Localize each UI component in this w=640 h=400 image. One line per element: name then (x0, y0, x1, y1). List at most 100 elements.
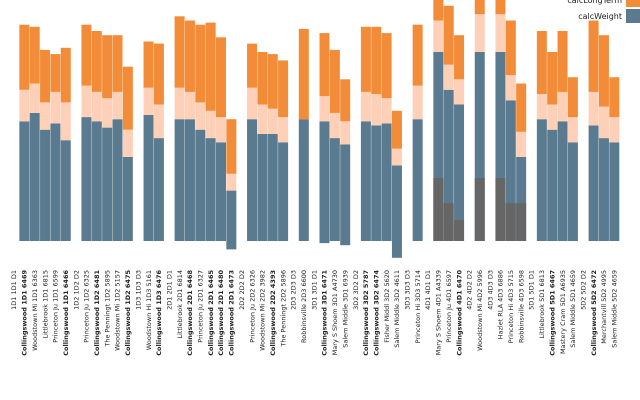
bar-segment-weight (443, 89, 454, 241)
bar-segment-longterm (174, 16, 185, 88)
bar-segment-mid (319, 96, 330, 122)
bar-segment-longterm (216, 37, 226, 118)
bar-segment-weight (102, 127, 113, 241)
bar-segment-weight (184, 119, 195, 241)
bar-segment-longterm (40, 49, 51, 103)
bar-segment-mid (257, 104, 268, 134)
x-tick-label: Collingswood 5D2 6472 (590, 270, 598, 356)
x-tick-label: Salem Middle 5D2 4659 (611, 270, 619, 348)
bar-segment-mid (247, 87, 258, 120)
bar-segment-longterm (184, 20, 195, 92)
x-tick-label: 3D1 3D1 D1 (310, 270, 318, 310)
bar-segment-weight (360, 121, 371, 241)
bar-segment-weight (391, 165, 402, 258)
x-tick-label: Collingswood 3D2 6474 (372, 270, 380, 356)
bar-segment-longterm (112, 35, 123, 92)
x-tick-label: Mary S Shoem 4D1 A4339 (435, 270, 443, 355)
bar-segment-mid (547, 104, 558, 130)
x-tick-label: Salem Middle 3D2 4611 (393, 270, 401, 348)
bar-segment-mid (340, 121, 351, 145)
bar-segment-weight (122, 157, 133, 241)
x-tick-label: Princeton Hi 4D3 5715 (507, 270, 515, 343)
bar-segment-mid (50, 91, 61, 124)
bar-segment-longterm (319, 33, 330, 97)
bar-segment-mid (381, 98, 392, 124)
bar-segment-weight (112, 119, 123, 241)
bar-segment-mid (60, 102, 71, 141)
bar-segment-longterm (557, 31, 568, 92)
bar-segment-weight (588, 125, 599, 241)
bar-segment-mid (29, 83, 40, 113)
bar-segment-mid (267, 108, 278, 134)
bar-segment-mid (112, 91, 123, 120)
x-tick-label: Fisher Middl 3D2 5620 (383, 270, 391, 343)
bar-segment-weight (143, 115, 154, 241)
bar-segment-weight (319, 121, 330, 244)
bar-segment-weight (50, 123, 61, 241)
bar-segment-mid (102, 98, 113, 128)
bar-segment-mid (371, 94, 382, 126)
x-tick-label: 4D2 4D2 D2 (466, 270, 474, 310)
bar-segment-grey (443, 203, 454, 241)
bar-segment-weight (567, 142, 578, 241)
bar-segment-mid (474, 14, 485, 52)
bar-segment-mid (205, 110, 216, 139)
bar-segment-mid (153, 104, 164, 139)
bar-segment-grey (454, 220, 465, 241)
x-tick-label: Collingswood 4D1 6470 (455, 270, 463, 356)
bar-segment-weight (412, 119, 423, 241)
bar-segment-weight (205, 138, 216, 241)
x-tick-label: Mastery Cram 5D1 A6935 (559, 270, 567, 354)
bar-segment-weight (60, 140, 71, 241)
bar-segment-longterm (567, 77, 578, 118)
bar-segment-weight (195, 129, 206, 241)
bar-segment-longterm (153, 43, 164, 105)
bar-segment-longterm (329, 49, 340, 113)
x-tick-label: Princeton Ju 1D1 6599 (52, 270, 60, 343)
x-tick-label: 5D1 5D1 D1 (528, 270, 536, 310)
bar-segment-longterm (267, 54, 278, 109)
bar-segment-longterm (474, 0, 485, 15)
x-tick-label: Collingswood 1D1 6466 (62, 270, 70, 356)
bar-segment-mid (19, 89, 30, 122)
bar-segment-grey (505, 203, 516, 241)
x-tick-label: 2D2 2D2 D2 (238, 270, 246, 310)
bar-segment-mid (516, 131, 527, 157)
bar-segment-longterm (360, 26, 371, 92)
bar-segment-mid (278, 117, 289, 143)
x-tick-label: Collingswood 3D2 5787 (362, 270, 370, 356)
x-tick-label: Woodstown Mi 4D2 5996 (476, 270, 484, 351)
bar-segment-longterm (412, 24, 423, 86)
bar-segment-longterm (598, 35, 609, 107)
bar-segment-weight (609, 142, 620, 241)
x-tick-label: 2D3 2D3 D3 (290, 270, 298, 310)
bar-segment-weight (495, 52, 506, 241)
bar-segment-longterm (391, 110, 402, 149)
bar-segment-weight (216, 142, 226, 241)
bar-segment-mid (588, 91, 599, 126)
bar-segment-mid (391, 148, 402, 166)
x-tick-label: Collingswood 1D2 6481 (93, 270, 101, 356)
x-tick-label: Princeton Ju 2D2 6326 (248, 270, 256, 343)
x-tick-label: Mary S Shoem 3D1 A4730 (331, 270, 339, 355)
bar-segment-longterm (495, 0, 506, 15)
bar-segment-weight (505, 100, 516, 241)
x-tick-label: Collingswood 2D1 6468 (186, 270, 194, 356)
x-tick-label: Littlebrook 1D1 6815 (41, 270, 49, 339)
legend-swatch (626, 9, 640, 23)
bar-segment-mid (329, 112, 340, 139)
bar-segment-longterm (143, 41, 154, 88)
bar-segment-longterm (454, 35, 465, 80)
bar-segment-mid (91, 91, 102, 122)
legend-label: calcLongTerm (567, 0, 622, 5)
x-tick-label: Salem Middle 3D1 6939 (341, 270, 349, 348)
x-tick-label: Collingswood 1D3 6476 (155, 270, 163, 356)
bar-segment-grey (516, 203, 527, 241)
x-tick-label: The Penningt 1D2 5895 (103, 270, 111, 348)
bar-segment-mid (360, 91, 371, 122)
bar-segment-weight (153, 138, 164, 241)
x-axis-tick-labels: 1D1 1D1 D1 Collingswood 1D1 6469 Woodstown… (10, 270, 618, 356)
x-tick-label: Collingswood 2D1 6473 (228, 270, 236, 356)
bar-segment-mid (536, 94, 547, 120)
